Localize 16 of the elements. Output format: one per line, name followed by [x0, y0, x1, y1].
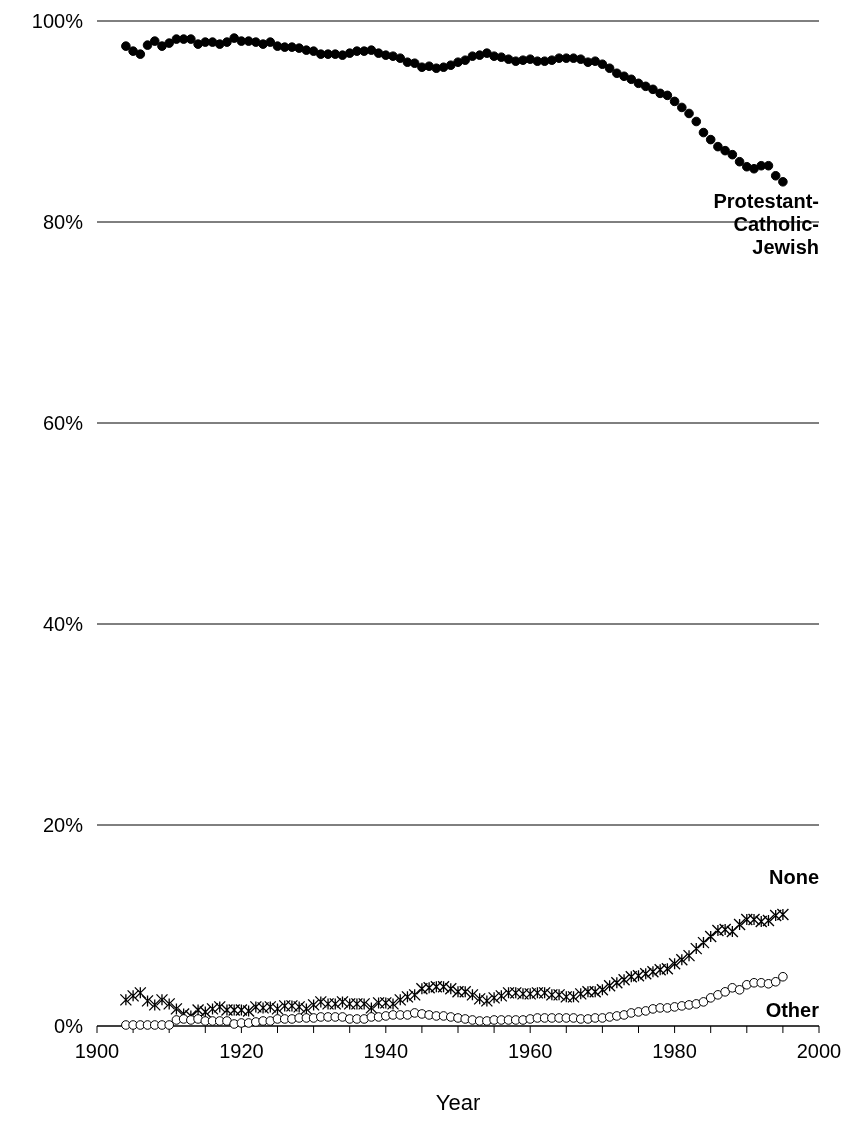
x-axis-title: Year: [435, 1090, 481, 1115]
y-tick-label: 100%: [31, 10, 84, 32]
y-tick-label: 40%: [42, 613, 84, 635]
y-tick-label: 20%: [42, 814, 84, 836]
series-label: None: [769, 866, 819, 889]
series-label: Other: [765, 998, 820, 1021]
x-tick-label: 1980: [652, 1040, 697, 1062]
x-tick-label: 1900: [74, 1040, 120, 1062]
x-tick-label: 1940: [363, 1040, 409, 1062]
x-tick-label: 1960: [507, 1040, 553, 1062]
y-tick-label: 80%: [42, 211, 84, 233]
x-tick-label: 2000: [796, 1040, 842, 1062]
y-tick-label: 0%: [54, 1015, 84, 1037]
series-label: Protestant-Catholic-Jewish: [713, 189, 819, 258]
x-tick-label: 1920: [219, 1040, 264, 1062]
y-tick-label: 60%: [42, 412, 84, 434]
